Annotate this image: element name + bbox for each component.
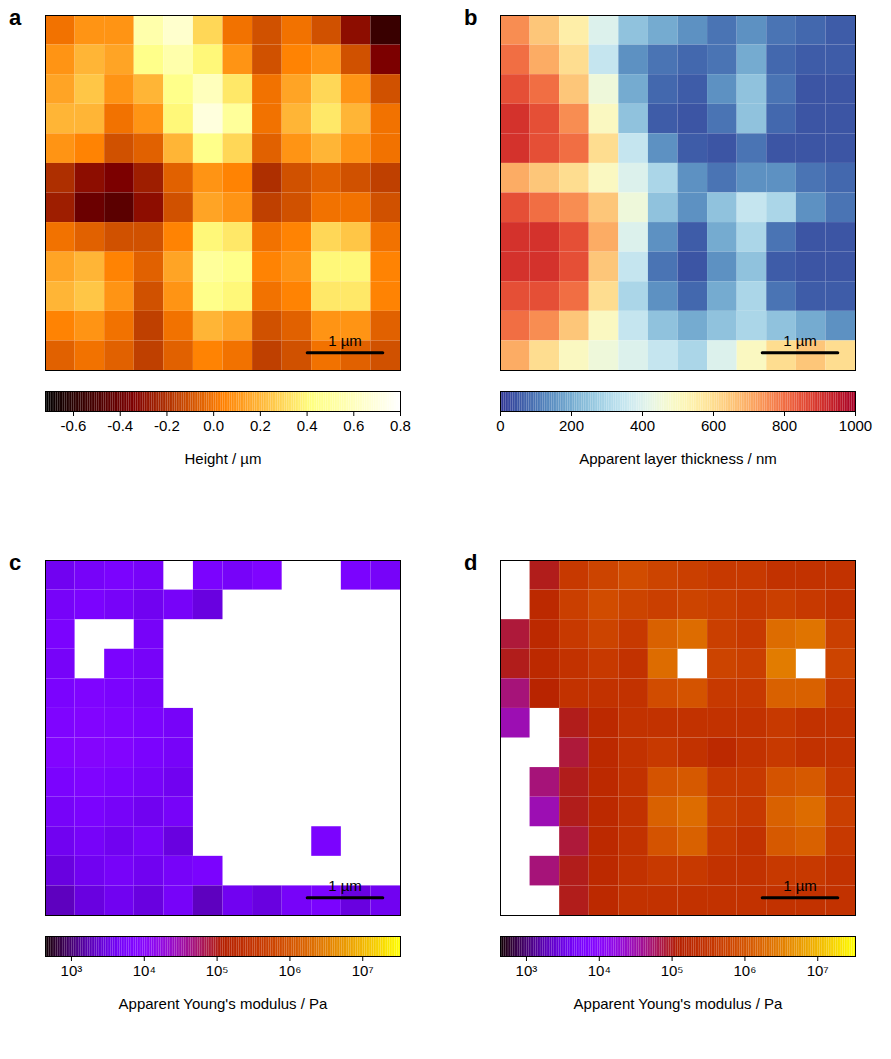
svg-text:10⁴: 10⁴: [588, 962, 611, 979]
svg-text:0.4: 0.4: [297, 417, 318, 434]
svg-text:200: 200: [559, 417, 584, 434]
svg-text:10³: 10³: [516, 962, 538, 979]
html-text:c: c: [9, 550, 22, 575]
svg-text:10⁷: 10⁷: [352, 962, 374, 979]
svg-text:1 µm: 1 µm: [783, 332, 817, 349]
svg-text:Apparent Young's modulus / Pa: Apparent Young's modulus / Pa: [574, 995, 784, 1012]
svg-text:400: 400: [630, 417, 655, 434]
svg-text:600: 600: [701, 417, 726, 434]
svg-text:1000: 1000: [839, 417, 872, 434]
svg-text:Height / µm: Height / µm: [185, 450, 262, 467]
svg-text:0.6: 0.6: [343, 417, 364, 434]
svg-text:-0.6: -0.6: [61, 417, 87, 434]
svg-text:10⁵: 10⁵: [206, 962, 229, 979]
svg-text:10⁶: 10⁶: [733, 962, 756, 979]
svg-text:10⁶: 10⁶: [278, 962, 301, 979]
svg-text:0: 0: [496, 417, 504, 434]
svg-text:10³: 10³: [61, 962, 83, 979]
html-text:b: b: [464, 5, 478, 30]
svg-text:1 µm: 1 µm: [328, 877, 362, 894]
svg-text:10⁷: 10⁷: [807, 962, 829, 979]
svg-text:800: 800: [772, 417, 797, 434]
svg-text:10⁵: 10⁵: [661, 962, 684, 979]
html-text:a: a: [9, 5, 22, 30]
svg-text:0.2: 0.2: [250, 417, 271, 434]
svg-text:Apparent Young's modulus / Pa: Apparent Young's modulus / Pa: [119, 995, 329, 1012]
html-text:d: d: [464, 550, 478, 575]
svg-text:Apparent layer thickness / nm: Apparent layer thickness / nm: [579, 450, 777, 467]
svg-text:10⁴: 10⁴: [133, 962, 156, 979]
svg-text:0.0: 0.0: [203, 417, 224, 434]
svg-text:-0.2: -0.2: [154, 417, 180, 434]
svg-text:-0.4: -0.4: [107, 417, 133, 434]
svg-text:0.8: 0.8: [390, 417, 411, 434]
svg-text:1 µm: 1 µm: [328, 332, 362, 349]
svg-text:1 µm: 1 µm: [783, 877, 817, 894]
